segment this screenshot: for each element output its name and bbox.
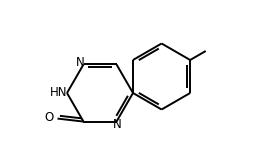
Text: O: O (45, 111, 54, 124)
Text: N: N (76, 56, 85, 69)
Text: HN: HN (50, 86, 68, 100)
Text: N: N (113, 118, 122, 131)
